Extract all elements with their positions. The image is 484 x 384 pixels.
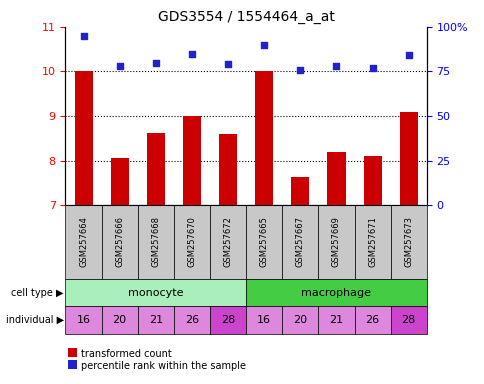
- Bar: [318, 306, 354, 334]
- Text: macrophage: macrophage: [301, 288, 371, 298]
- Bar: [255, 71, 272, 205]
- Bar: [65, 205, 102, 279]
- Bar: [147, 133, 165, 205]
- Point: [368, 65, 376, 71]
- Bar: [327, 152, 345, 205]
- Bar: [102, 306, 137, 334]
- Text: GSM257667: GSM257667: [295, 217, 304, 267]
- Bar: [102, 205, 137, 279]
- Bar: [354, 205, 390, 279]
- Bar: [137, 205, 173, 279]
- Bar: [137, 306, 173, 334]
- Text: 20: 20: [112, 315, 126, 325]
- Bar: [291, 177, 309, 205]
- Bar: [65, 279, 245, 306]
- Bar: [210, 306, 245, 334]
- Text: GSM257665: GSM257665: [259, 217, 268, 267]
- Bar: [173, 306, 210, 334]
- Point: [79, 33, 87, 39]
- Point: [116, 63, 123, 69]
- Point: [404, 52, 412, 58]
- Bar: [282, 205, 318, 279]
- Text: 16: 16: [76, 315, 91, 325]
- Bar: [182, 116, 200, 205]
- Point: [188, 51, 196, 57]
- Text: 16: 16: [257, 315, 271, 325]
- Text: GSM257666: GSM257666: [115, 217, 124, 267]
- Text: GSM257670: GSM257670: [187, 217, 196, 267]
- Bar: [399, 111, 417, 205]
- Text: 26: 26: [184, 315, 198, 325]
- Text: cell type ▶: cell type ▶: [11, 288, 63, 298]
- Text: percentile rank within the sample: percentile rank within the sample: [81, 361, 246, 371]
- Bar: [363, 156, 381, 205]
- Point: [332, 63, 340, 69]
- Bar: [390, 205, 426, 279]
- Text: 21: 21: [329, 315, 343, 325]
- Text: GSM257671: GSM257671: [367, 217, 377, 267]
- Text: 21: 21: [149, 315, 163, 325]
- Bar: [245, 205, 282, 279]
- Point: [296, 66, 303, 73]
- Bar: [219, 134, 237, 205]
- Text: 28: 28: [221, 315, 235, 325]
- Text: monocyte: monocyte: [128, 288, 183, 298]
- Bar: [110, 158, 128, 205]
- Text: 20: 20: [293, 315, 307, 325]
- Bar: [75, 71, 92, 205]
- Bar: [318, 205, 354, 279]
- Bar: [245, 279, 426, 306]
- Point: [224, 61, 231, 67]
- Bar: [354, 306, 390, 334]
- Text: 26: 26: [365, 315, 379, 325]
- Text: GSM257669: GSM257669: [331, 217, 340, 267]
- Text: GSM257664: GSM257664: [79, 217, 88, 267]
- Text: GSM257668: GSM257668: [151, 217, 160, 267]
- Text: transformed count: transformed count: [81, 349, 172, 359]
- Bar: [245, 306, 282, 334]
- Bar: [282, 306, 318, 334]
- Bar: [210, 205, 245, 279]
- Bar: [65, 306, 102, 334]
- Text: individual ▶: individual ▶: [5, 315, 63, 325]
- Text: 28: 28: [401, 315, 415, 325]
- Point: [260, 41, 268, 48]
- Text: GSM257672: GSM257672: [223, 217, 232, 267]
- Bar: [390, 306, 426, 334]
- Point: [151, 60, 159, 66]
- Title: GDS3554 / 1554464_a_at: GDS3554 / 1554464_a_at: [157, 10, 334, 25]
- Text: GSM257673: GSM257673: [403, 217, 412, 267]
- Bar: [173, 205, 210, 279]
